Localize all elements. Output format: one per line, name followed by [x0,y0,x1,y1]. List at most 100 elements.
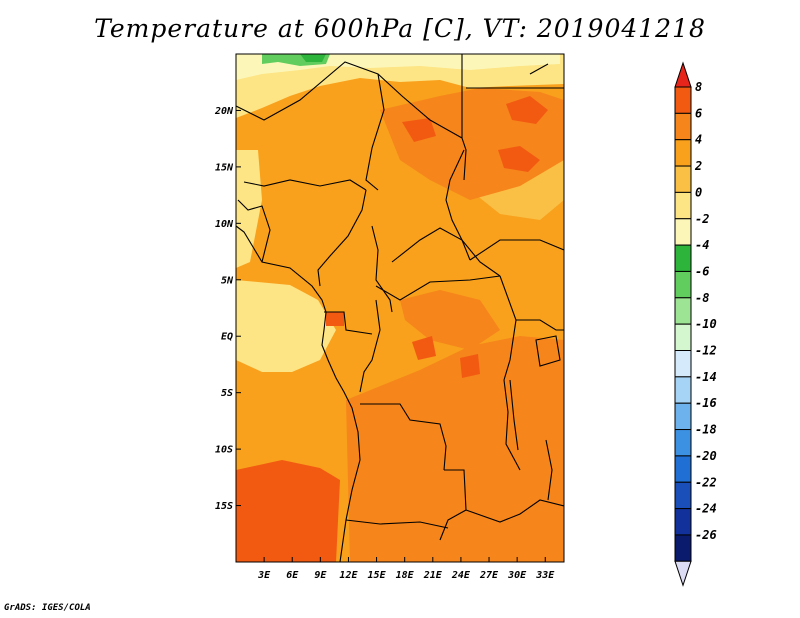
colorbar-segment [674,270,692,299]
lon-tick-label: 33E [535,570,555,581]
border-zambia-south [465,499,564,523]
lake-malawi [545,439,553,501]
lat-tick-label: 5N [221,275,234,286]
lon-tick-label: 27E [479,570,499,581]
colorbar-segment [674,455,692,483]
border-niger-chad [365,73,385,191]
colorbar-label: -26 [695,528,717,542]
field-cool-north [236,54,564,118]
colorbar-segment [674,481,692,510]
field-hot-sw [236,460,340,562]
lake-tanganyika [509,379,519,451]
lon-tick-label: 9E [314,570,327,581]
colorbar-label: -12 [695,344,717,358]
border-congo-drc [359,299,381,393]
colorbar-segment [674,323,692,351]
field-hot-ne1 [506,96,548,124]
colorbar-segment [674,112,692,141]
lon-tick-label: 15E [368,570,387,581]
colorbar-label: 4 [695,133,702,147]
lon-tick-label: 6E [286,570,299,581]
colorbar-label: -20 [695,449,717,463]
colorbar-label: -16 [695,396,717,410]
colorbar-segment [674,165,692,193]
lat-tick-label: 10N [215,219,234,230]
lat-tick-label: EQ [221,332,233,343]
border-west-coast-states [237,199,271,263]
lat-tick-label: 15S [215,501,233,512]
field-cool-nw-gulf [236,150,262,268]
colorbar-segment [674,350,692,378]
field-hot-north [402,118,436,142]
border-drc-angola [360,403,447,471]
colorbar-label: 6 [695,106,702,120]
border-algeria-libya [236,61,463,139]
border-chad-sudan [445,149,471,261]
border-sudan-south [469,239,564,261]
colorbar-segment [674,86,692,114]
colorbar-label: -18 [695,423,717,437]
lon-tick-label: 18E [396,570,415,581]
colorbar-label: -4 [695,238,709,252]
colorbar-label: -8 [695,291,709,305]
latitude-axis: 20N 15N 10N 5N EQ 5S 10S 15S [214,106,241,512]
colorbar-segment [674,139,692,167]
lon-tick-label: 24E [451,570,471,581]
lat-tick-label: 20N [214,106,234,117]
coastline-west [236,225,361,562]
lake-victoria [535,335,561,367]
colorbar-segment [674,429,692,457]
colorbar-label: -14 [695,370,717,384]
colorbar-label: -2 [695,212,709,226]
colorbar-segment [674,244,692,272]
lon-tick-label: 30E [507,570,527,581]
colorbar-label: -6 [695,264,709,278]
lat-tick-label: 10S [215,445,233,456]
lat-tick-label: 15N [215,162,234,173]
border-nigeria-cameroon [317,189,367,287]
border-libya-egypt [461,54,467,181]
border-gabon [324,311,373,335]
border-car-congo [375,275,501,301]
border-cameroon-car [371,225,393,313]
nile-coast [529,63,549,75]
lat-tick-label: 5S [221,388,233,399]
colorbar-segment [674,218,692,246]
colorbar-label: 0 [695,185,702,199]
lon-tick-label: 3E [257,570,271,581]
colorbar-segment [674,297,692,325]
colorbar-segment [674,191,692,220]
temperature-field [236,54,564,562]
field-hot-ne2 [498,146,540,172]
lon-tick-label: 12E [339,570,358,581]
map-frame [235,53,565,563]
longitude-axis: 3E 6E 9E 12E 15E 18E 21E 24E 27E 30E 33E [257,557,555,581]
field-green-core [300,54,326,62]
colorbar-segment [674,508,692,536]
field-hot-center1 [412,336,436,360]
border-angola-namibia [345,519,449,529]
lon-tick-label: 21E [423,570,443,581]
colorbar-segment [674,402,692,431]
colorbar-label: -24 [695,502,717,516]
border-car-sudan [391,227,501,277]
colorbar-top-arrow [674,61,692,88]
border-east-africa [516,319,564,331]
colorbar-label: 2 [694,159,702,173]
field-warm4-central [346,336,564,562]
colorbar-bottom-arrow [674,560,692,587]
field-hot-center2 [460,354,480,378]
field-cool-south-gulf [236,280,336,372]
colorbar: 8 6 4 2 0 -2 -4 -6 -8 -10 -12 -14 -16 -18 -20 -22 -24 -26 [674,61,717,587]
country-borders [236,54,564,562]
field-warm4-congo [400,290,500,350]
colorbar-label: -22 [695,475,717,489]
colorbar-segment [674,534,692,562]
field-hot-gabon [326,312,344,326]
colorbar-segment [674,376,692,404]
colorbar-label: -10 [695,317,717,331]
chart-title: Temperature at 600hPa [C], VT: 201904121… [94,14,706,43]
colorbar-label: 8 [695,80,702,94]
border-niger-nigeria [243,179,367,191]
